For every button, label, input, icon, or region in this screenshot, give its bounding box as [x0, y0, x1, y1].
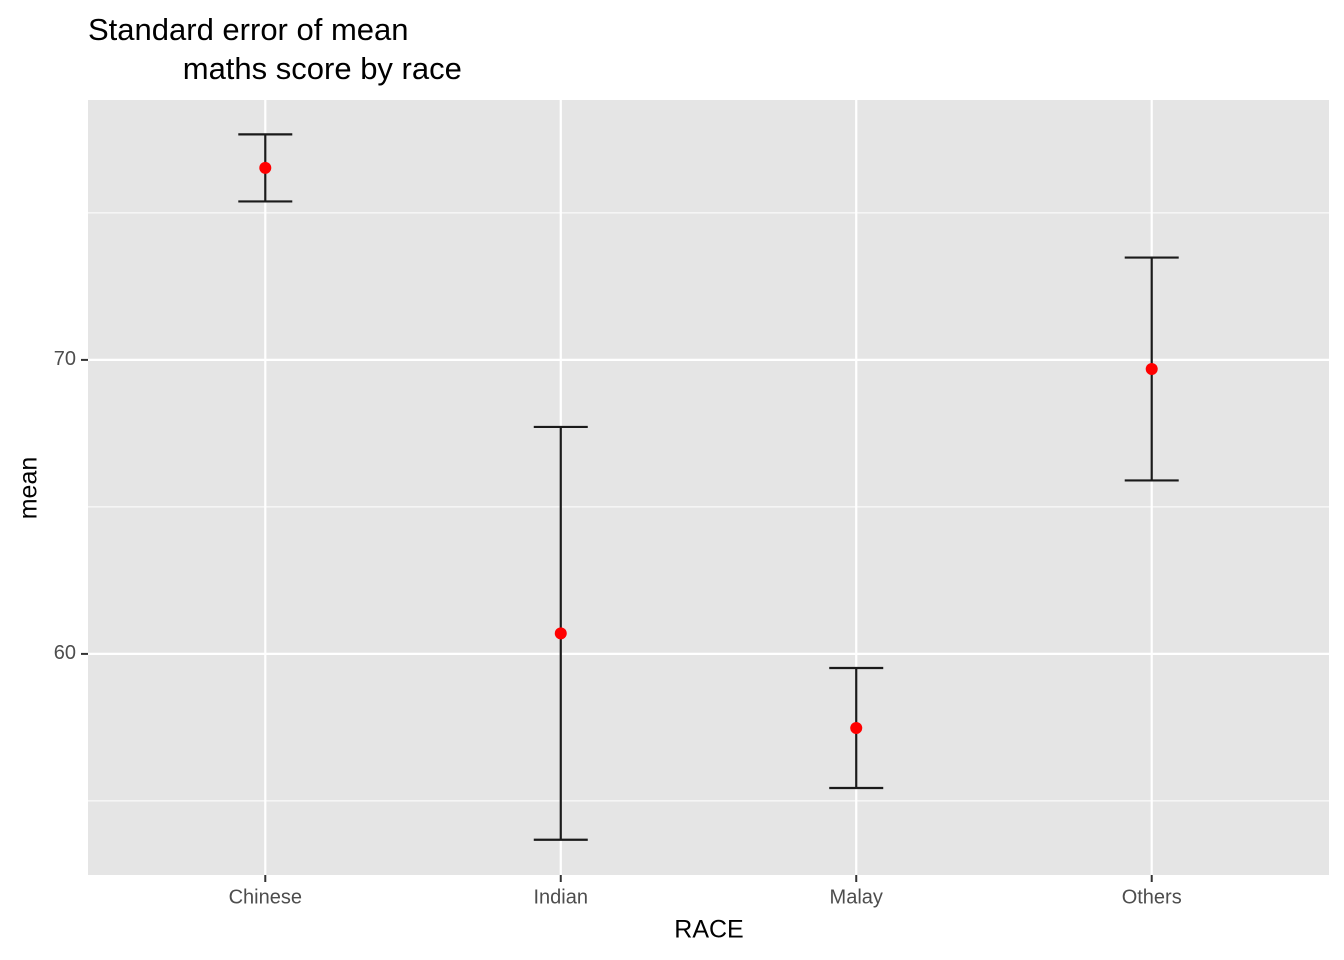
x-tick-label: Chinese [229, 886, 302, 908]
x-tick-label: Others [1122, 886, 1182, 908]
y-tick-label: 60 [54, 642, 76, 664]
mean-point [850, 721, 863, 734]
x-tick-label: Malay [830, 886, 883, 908]
panel [88, 100, 1329, 875]
x-tick-label: Indian [534, 886, 589, 908]
mean-point [259, 161, 272, 174]
y-axis-label: mean [15, 457, 43, 520]
mean-point [1145, 363, 1158, 376]
y-tick-label: 70 [54, 348, 76, 370]
x-axis-label: RACE [674, 916, 743, 944]
mean-point [554, 627, 567, 640]
chart-title: Standard error of mean maths score by ra… [88, 12, 462, 86]
